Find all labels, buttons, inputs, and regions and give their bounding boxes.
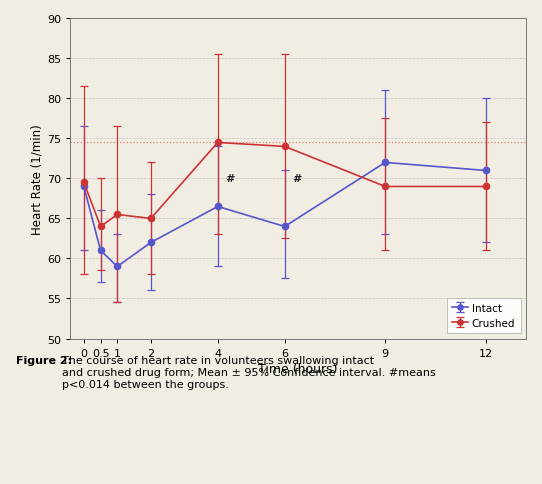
Text: Figure 2:: Figure 2: bbox=[16, 356, 73, 366]
X-axis label: Time (hours): Time (hours) bbox=[259, 362, 338, 375]
Text: #: # bbox=[225, 174, 234, 184]
Legend: Intact, Crushed: Intact, Crushed bbox=[447, 298, 520, 333]
Text: The course of heart rate in volunteers swallowing intact
and crushed drug form; : The course of heart rate in volunteers s… bbox=[62, 356, 436, 389]
Text: #: # bbox=[293, 174, 300, 184]
Y-axis label: Heart Rate (1/min): Heart Rate (1/min) bbox=[30, 124, 43, 234]
